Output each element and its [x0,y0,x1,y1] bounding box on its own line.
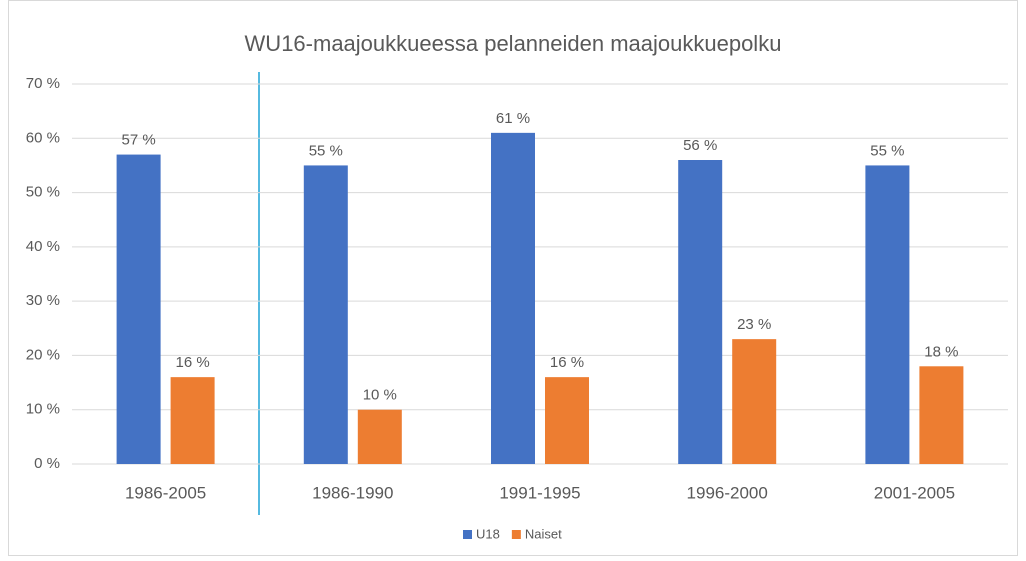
x-tick-label: 1996-2000 [687,483,768,502]
bar [357,409,402,464]
bar [865,165,910,464]
bar [678,160,723,464]
data-label: 56 % [683,137,717,154]
bar [303,165,348,464]
bar [545,377,589,464]
y-tick-label: 10 % [26,401,60,418]
data-label: 16 % [550,354,584,371]
legend-label: Naiset [525,526,562,541]
legend-swatch [511,530,521,539]
bar [732,339,777,464]
bar [116,154,161,465]
x-tick-label: 1991-1995 [499,483,580,502]
x-tick-label: 1986-1990 [312,483,393,502]
x-tick-label: 1986-2005 [125,483,206,502]
y-tick-label: 40 % [26,238,60,255]
data-label: 61 % [496,110,530,127]
data-label: 10 % [363,387,397,404]
data-label: 23 % [737,316,771,333]
y-tick-label: 30 % [26,292,60,309]
legend-swatch [463,530,472,539]
bar [170,377,215,464]
data-label: 55 % [870,142,904,159]
y-tick-label: 50 % [26,184,60,201]
legend-label: U18 [476,526,500,541]
chart-title: WU16-maajoukkueessa pelanneiden maajoukk… [245,31,782,56]
y-tick-label: 0 % [34,455,60,472]
y-tick-label: 20 % [26,346,60,363]
data-label: 16 % [175,354,209,371]
x-tick-label: 2001-2005 [874,483,955,502]
data-label: 57 % [121,132,155,149]
data-label: 55 % [309,142,343,159]
data-label: 18 % [924,343,958,360]
bar [919,366,964,464]
y-tick-label: 60 % [26,129,60,146]
y-tick-label: 70 % [26,75,60,92]
bar [491,132,535,464]
